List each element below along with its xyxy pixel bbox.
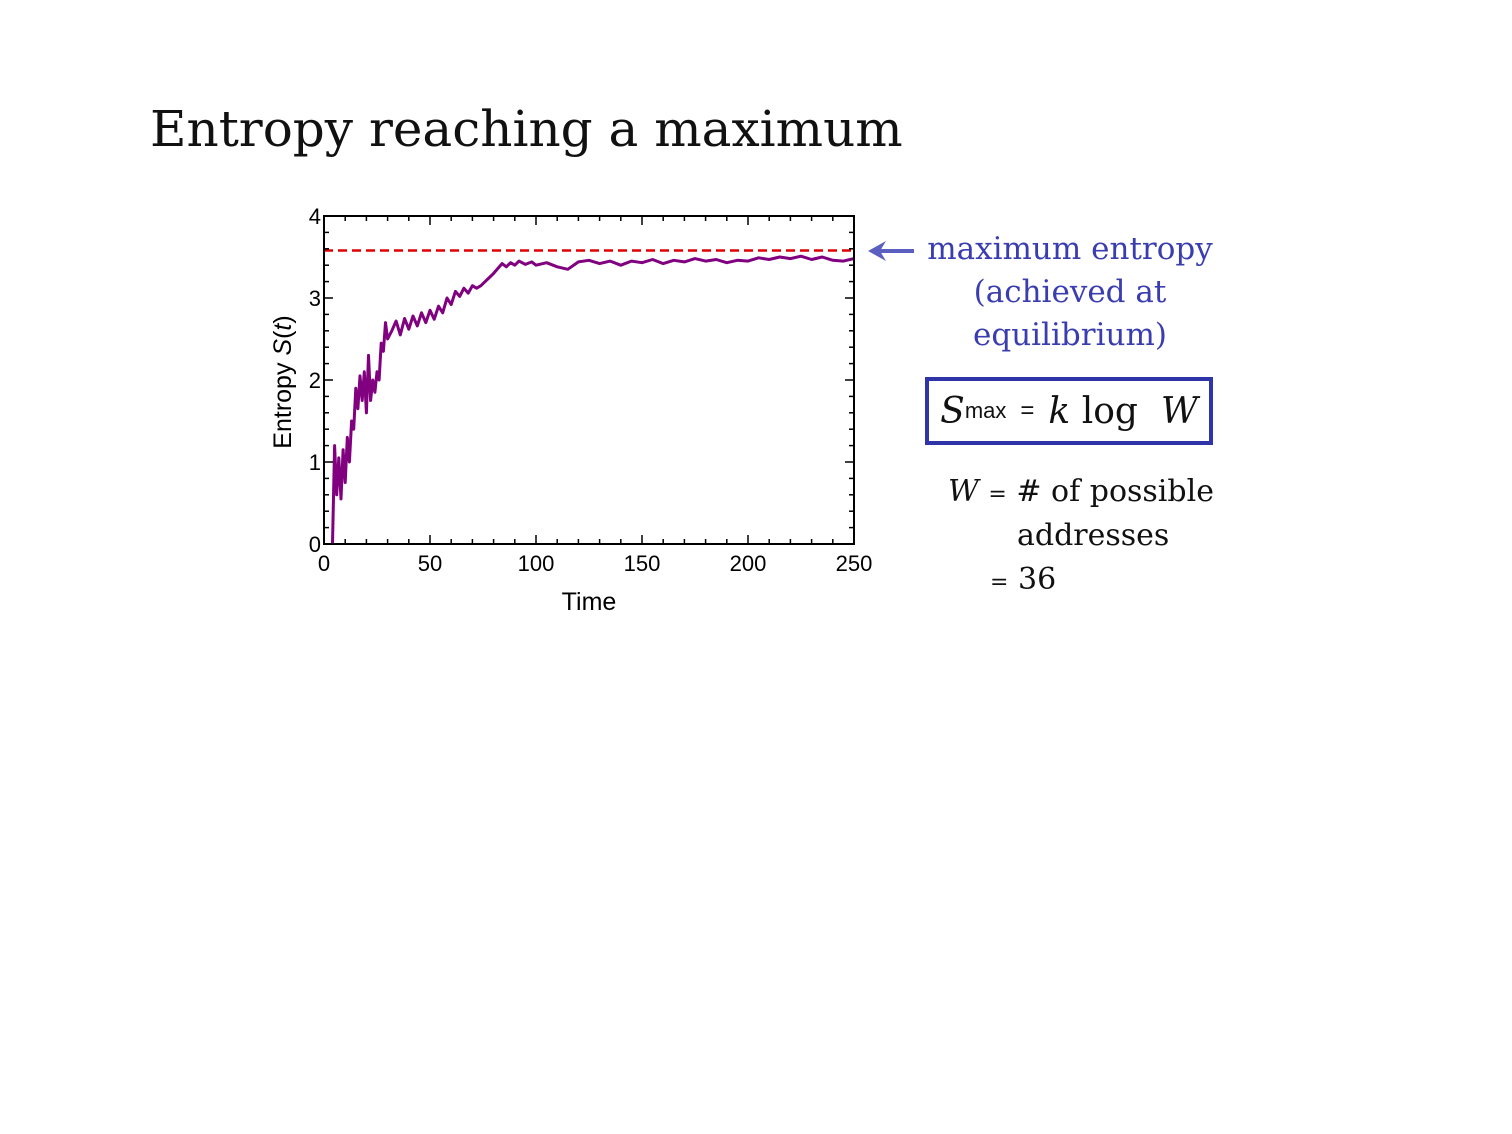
x-tick-label: 150 — [624, 551, 661, 576]
y-axis-title-symbol: S — [269, 339, 297, 356]
x-tick-label: 200 — [730, 551, 767, 576]
plot-area: 0 50 100 150 200 250 0 1 2 3 4 — [309, 204, 873, 576]
y-axis-title-prefix: Entropy — [269, 356, 297, 449]
x-tick-label: 50 — [418, 551, 442, 576]
plot-frame — [323, 215, 855, 545]
w-definition-line-2: addresses — [1017, 518, 1169, 553]
y-axis-title: Entropy S(t) — [269, 315, 297, 448]
w-definition-line-3: = 36 — [990, 562, 1056, 597]
w-definition-line-1: W = # of possible — [948, 474, 1214, 509]
x-tick-label: 100 — [518, 551, 555, 576]
formula-k: k — [1048, 390, 1071, 432]
y-tick-label: 0 — [309, 532, 321, 557]
y-axis-title-open: ( — [269, 330, 297, 339]
x-tick-label: 0 — [318, 551, 330, 576]
w-value: 36 — [1017, 562, 1057, 597]
pointer-arrow-icon — [868, 241, 914, 261]
w-eq-1: = — [988, 482, 1007, 507]
formula-eq: = — [1020, 397, 1035, 424]
entropy-chart: 0 50 100 150 200 250 0 1 2 3 4 Time Entropy S(t) — [269, 204, 873, 616]
w-def-text-2: addresses — [1017, 518, 1170, 553]
max-entropy-note: maximum entropy (achieved at equilibrium… — [920, 228, 1220, 357]
series-line-0 — [331, 254, 855, 545]
w-def-text-1: # of possible — [1016, 474, 1214, 509]
formula-S: S — [940, 390, 965, 432]
note-line-1: maximum entropy — [927, 231, 1213, 267]
y-tick-label: 4 — [309, 204, 321, 229]
y-axis-title-var: t — [269, 323, 297, 331]
y-tick-label: 1 — [309, 450, 321, 475]
x-tick-label: 250 — [836, 551, 873, 576]
x-axis-title: Time — [562, 588, 617, 616]
y-tick-label: 2 — [309, 368, 321, 393]
note-line-3: equilibrium) — [973, 317, 1167, 353]
w-eq-2: = — [990, 570, 1009, 595]
y-axis-title-close: ) — [269, 315, 297, 323]
formula-log: log — [1081, 390, 1138, 432]
formula-W: W — [1160, 390, 1198, 432]
note-line-2: (achieved at — [973, 274, 1167, 310]
y-tick-label: 3 — [309, 286, 321, 311]
formula-sub: max — [964, 398, 1007, 423]
w-symbol: W — [948, 474, 979, 509]
page-title: Entropy reaching a maximum — [150, 100, 903, 158]
